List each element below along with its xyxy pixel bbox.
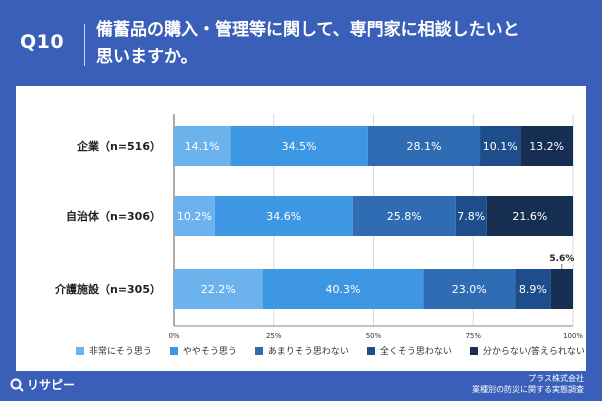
data-label: 25.8% (387, 210, 422, 223)
data-label: 13.2% (529, 140, 564, 153)
data-label: 5.6% (549, 254, 574, 264)
search-logo-icon (10, 378, 24, 392)
legend-item: 非常にそう思う (76, 344, 152, 357)
legend-swatch (469, 346, 478, 355)
legend-label: ややそう思う (182, 347, 237, 357)
x-tick-label: 50% (366, 332, 382, 340)
bar-segment (550, 269, 573, 309)
bar-segment (214, 196, 353, 236)
data-label: 14.1% (185, 140, 220, 153)
data-label: 34.5% (282, 140, 317, 153)
legend-item: 全くそう思わない (366, 344, 452, 357)
legend-swatch (169, 346, 178, 355)
chart-legend: 非常にそう思う ややそう思う あまりそう思わない 全くそう思わない 分からない/答えられ… (76, 344, 585, 357)
legend-item: ややそう思う (169, 344, 237, 357)
data-label: 10.1% (483, 140, 518, 153)
legend-swatch (366, 346, 375, 355)
bar-segment (230, 126, 368, 166)
header-divider (84, 24, 85, 66)
legend-item: あまりそう思わない (254, 344, 349, 357)
bar-segment (262, 269, 424, 309)
legend-label: 分からない/答えられない (482, 347, 585, 357)
question-header: Q10 備蓄品の購入・管理等に関して、専門家に相談したいと 思いますか。 (0, 0, 602, 84)
data-label: 10.2% (177, 210, 212, 223)
bar-segment (455, 196, 487, 236)
legend-label: 全くそう思わない (379, 347, 452, 357)
data-label: 34.6% (266, 210, 301, 223)
data-label: 40.3% (325, 283, 360, 296)
x-tick-label: 0% (168, 332, 179, 340)
x-tick-label: 100% (563, 332, 583, 340)
bar-segment (174, 269, 263, 309)
bar-segment (486, 196, 573, 236)
source-credit: プラス株式会社 業種別の防災に関する実態調査 (472, 373, 584, 395)
data-label: 23.0% (452, 283, 487, 296)
legend-swatch (76, 346, 84, 355)
source-company: プラス株式会社 (528, 374, 584, 383)
bar-segment (480, 126, 521, 166)
source-survey: 業種別の防災に関する実態調査 (472, 385, 584, 394)
bar-segment (352, 196, 456, 236)
brand-logo-text: リサピー (27, 378, 76, 392)
category-label: 企業（n=516） (76, 139, 161, 153)
bar-segment (174, 196, 215, 236)
category-label: 自治体（n=306） (66, 209, 161, 223)
data-label: 8.9% (519, 283, 547, 296)
brand-logo: リサピー (10, 376, 75, 393)
bar-segment (520, 126, 573, 166)
data-label: 28.1% (406, 140, 441, 153)
data-label: 7.8% (457, 210, 485, 223)
question-title-line-1: 備蓄品の購入・管理等に関して、専門家に相談したいと (96, 20, 520, 40)
x-tick-label: 75% (465, 332, 481, 340)
bar-segment (174, 126, 231, 166)
category-label: 介護施設（n=305） (54, 282, 161, 296)
data-label: 21.6% (512, 210, 547, 223)
question-title: 備蓄品の購入・管理等に関して、専門家に相談したいと 思いますか。 (96, 17, 566, 71)
legend-label: あまりそう思わない (267, 347, 349, 357)
x-tick-label: 25% (266, 332, 282, 340)
question-title-line-2: 思いますか。 (96, 47, 198, 67)
bar-segment (367, 126, 481, 166)
legend-swatch (254, 346, 263, 355)
legend-label: 非常にそう思う (89, 347, 152, 357)
question-number: Q10 (20, 31, 65, 53)
bar-segment (423, 269, 516, 309)
data-label: 22.2% (201, 283, 236, 296)
chart-panel: 企業（n=516） 14.1% 34.5% 28.1% 10.1% 13.2% 自治体（n=… (16, 86, 586, 371)
stacked-bar-chart: 企業（n=516） 14.1% 34.5% 28.1% 10.1% 13.2% 自治体（n=… (54, 114, 583, 340)
bar-segment (515, 269, 551, 309)
legend-item: 分からない/答えられない (469, 344, 585, 357)
